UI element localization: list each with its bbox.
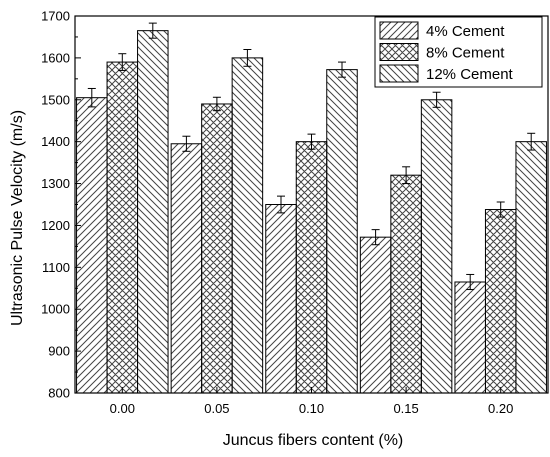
bars-layer: [76, 30, 547, 394]
x-axis: 0.00 0.05 0.10 0.15 0.20: [110, 387, 513, 416]
bar-diag-up-1: [170, 143, 203, 394]
error-bar: [87, 87, 96, 108]
bar-cross-3: [390, 174, 422, 394]
bar-cross-4: [484, 209, 517, 394]
error-bar: [432, 91, 441, 108]
y-tick-label: 1200: [41, 218, 70, 233]
x-tick-label: 0.15: [393, 401, 418, 416]
legend-swatch: [379, 43, 419, 61]
legend-swatch: [379, 64, 419, 83]
error-bar: [496, 201, 505, 218]
bar-diag-down-2: [326, 69, 358, 394]
legend-label: 8% Cement: [426, 45, 505, 62]
error-bar: [148, 22, 157, 39]
y-tick-label: 900: [48, 344, 70, 359]
error-bar: [243, 49, 252, 67]
y-tick-label: 1700: [41, 9, 70, 24]
y-tick-label: 1000: [41, 302, 70, 317]
error-bar: [527, 132, 536, 151]
error-bar: [371, 229, 380, 246]
y-tick-label: 1600: [41, 50, 70, 65]
y-tick-label: 1500: [41, 92, 70, 107]
bar-diag-down-4: [515, 141, 547, 394]
x-tick-label: 0.05: [204, 401, 229, 416]
bar-diag-down-1: [231, 57, 264, 394]
error-bar: [182, 135, 191, 152]
bar-cross-1: [201, 103, 233, 394]
x-tick-label: 0.00: [110, 401, 135, 416]
error-bars-layer: [87, 22, 536, 291]
y-axis-title: Ultrasonic Pulse Velocity (m/s): [9, 110, 26, 326]
error-bar: [307, 133, 316, 150]
error-bar: [466, 273, 475, 291]
y-tick-label: 1400: [41, 134, 70, 149]
y-axis: 800 900 1000 1100 1200 1300 1400 1500 1600 1700: [41, 9, 81, 401]
error-bar: [212, 96, 221, 112]
error-bar: [402, 166, 411, 185]
error-bar: [277, 195, 285, 214]
bar-diag-up-3: [359, 236, 392, 394]
bar-diag-up-4: [454, 281, 486, 394]
bar-diag-down-3: [420, 99, 453, 394]
bar-diag-up-0: [76, 97, 108, 394]
x-axis-title: Juncus fibers content (%): [223, 432, 404, 449]
legend-label: 12% Cement: [426, 66, 514, 83]
legend-label: 4% Cement: [426, 23, 505, 40]
error-bar: [118, 53, 127, 71]
legend-swatch: [379, 21, 419, 40]
x-tick-label: 0.10: [299, 401, 324, 416]
legend: 4% Cement 8% Cement 12% Cement: [374, 16, 543, 88]
error-bar: [338, 61, 346, 78]
bar-cross-0: [106, 61, 139, 394]
bar-diag-up-2: [265, 204, 297, 394]
y-tick-label: 1100: [42, 260, 70, 275]
x-tick-label: 0.20: [488, 401, 513, 416]
bar-cross-2: [295, 141, 328, 394]
y-tick-label: 1300: [41, 176, 70, 191]
bar-diag-down-0: [137, 30, 169, 394]
y-tick-label: 800: [48, 386, 70, 401]
